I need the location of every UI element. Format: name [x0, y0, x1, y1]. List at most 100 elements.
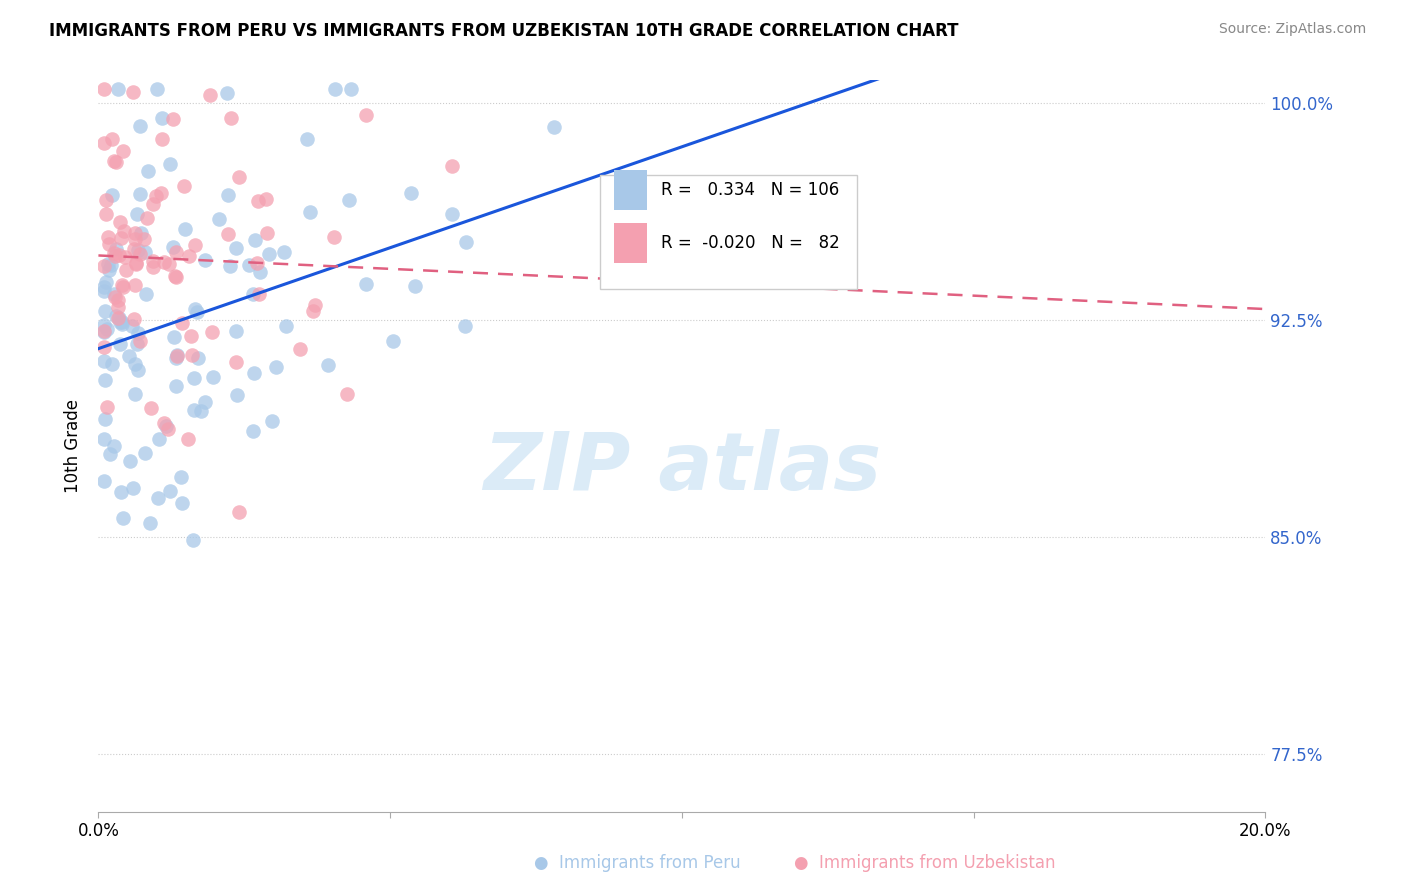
Point	[93, 324, 115, 338]
Point	[183, 402, 205, 417]
Point	[337, 193, 360, 207]
Point	[190, 404, 212, 418]
Point	[242, 286, 264, 301]
Point	[399, 186, 422, 201]
Point	[122, 311, 145, 326]
Point	[115, 263, 138, 277]
Point	[165, 268, 187, 283]
Point	[104, 249, 127, 263]
Point	[180, 348, 202, 362]
Point	[100, 447, 122, 461]
Point	[217, 227, 239, 241]
Y-axis label: 10th Grade: 10th Grade	[65, 399, 83, 493]
Point	[136, 211, 159, 226]
Point	[243, 233, 266, 247]
Point	[124, 232, 146, 246]
Point	[93, 285, 115, 299]
Point	[274, 318, 297, 333]
Point	[139, 516, 162, 530]
Point	[153, 416, 176, 430]
Point	[110, 230, 132, 244]
Point	[127, 362, 149, 376]
Point	[201, 370, 224, 384]
Point	[354, 277, 377, 291]
Point	[225, 355, 247, 369]
Point	[124, 357, 146, 371]
Point	[124, 386, 146, 401]
Point	[96, 276, 118, 290]
Bar	[600, 176, 858, 289]
Point	[228, 505, 250, 519]
Point	[150, 111, 173, 125]
Point	[543, 120, 565, 135]
Point	[124, 277, 146, 292]
Point	[165, 351, 187, 366]
Point	[98, 263, 121, 277]
Point	[174, 222, 197, 236]
Point	[256, 226, 278, 240]
Point	[93, 318, 115, 332]
Point	[94, 373, 117, 387]
Point	[170, 496, 193, 510]
Point	[336, 387, 359, 401]
Point	[339, 82, 361, 96]
Point	[246, 194, 269, 208]
Point	[166, 349, 188, 363]
Point	[103, 290, 125, 304]
Point	[456, 235, 478, 249]
Point	[124, 255, 146, 269]
Point	[153, 255, 176, 269]
Point	[124, 226, 146, 240]
Point	[163, 330, 186, 344]
Point	[93, 280, 115, 294]
Point	[103, 287, 125, 301]
Point	[101, 132, 124, 146]
Point	[454, 319, 477, 334]
Point	[304, 298, 326, 312]
Point	[108, 311, 131, 326]
Point	[107, 311, 129, 326]
Point	[273, 245, 295, 260]
Point	[108, 337, 131, 351]
Point	[162, 112, 184, 126]
Point	[198, 88, 221, 103]
Point	[180, 329, 202, 343]
Point	[94, 303, 117, 318]
Point	[134, 244, 156, 259]
Point	[132, 232, 155, 246]
Point	[128, 334, 150, 349]
Point	[93, 340, 115, 354]
Point	[159, 483, 181, 498]
Point	[114, 250, 136, 264]
Point	[97, 229, 120, 244]
Point	[128, 246, 150, 260]
Point	[150, 131, 173, 145]
Point	[242, 425, 264, 439]
Point	[93, 82, 115, 96]
Point	[217, 188, 239, 202]
Point	[186, 305, 208, 319]
Point	[105, 242, 128, 256]
Point	[136, 163, 159, 178]
Point	[97, 257, 120, 271]
Point	[356, 108, 378, 122]
Point	[404, 278, 426, 293]
Point	[122, 242, 145, 256]
Point	[146, 491, 169, 505]
Point	[156, 421, 179, 435]
Point	[101, 357, 124, 371]
Point	[111, 278, 134, 293]
Point	[246, 256, 269, 270]
Point	[103, 439, 125, 453]
Point	[107, 293, 129, 307]
Point	[323, 229, 346, 244]
Point	[181, 533, 204, 548]
Point	[260, 414, 283, 428]
Text: ●  Immigrants from Uzbekistan: ● Immigrants from Uzbekistan	[794, 855, 1056, 872]
Point	[94, 206, 117, 220]
Point	[107, 300, 129, 314]
Point	[93, 412, 115, 426]
Point	[134, 445, 156, 459]
Point	[243, 366, 266, 380]
Point	[135, 287, 157, 301]
